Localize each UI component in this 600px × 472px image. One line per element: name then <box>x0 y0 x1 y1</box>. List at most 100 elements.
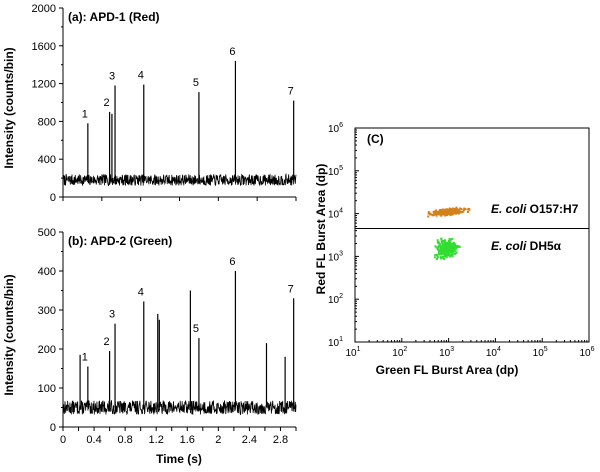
panel-c-point-o157 <box>443 211 446 214</box>
panel-c-point-dh5a <box>454 252 457 255</box>
panel-c-point-o157 <box>457 208 460 211</box>
panel-c-point-dh5a <box>446 243 449 246</box>
panel-a-peak-label-1: 1 <box>82 108 88 120</box>
panel-c-y-tick-exp: 6 <box>339 122 343 129</box>
panel-c-point-o157 <box>442 209 445 212</box>
panel-b-x-tick-label: 1.6 <box>180 434 195 446</box>
panel-c-point-dh5a <box>437 253 440 256</box>
panel-c-point-dh5a <box>450 248 453 251</box>
panel-c-point-o157 <box>435 214 438 217</box>
panel-c-point-dh5a <box>438 250 441 253</box>
panel-b-peak-label-2: 2 <box>104 336 110 348</box>
panel-b-x-tick-label: 0.8 <box>117 434 132 446</box>
panel-c-point-dh5a <box>452 244 455 247</box>
panel-c-y-tick-label: 104 <box>328 208 343 221</box>
panel-a-peak-label-6: 6 <box>229 46 235 58</box>
panel-a-axes: 0 400 800 1200 1600 2000 <box>32 3 297 204</box>
panel-c-point-o157 <box>458 210 461 213</box>
panel-c-x-tick-exp: 4 <box>497 346 501 353</box>
panel-c-point-o157 <box>452 211 455 214</box>
panel-c-point-dh5a <box>443 245 446 248</box>
panel-b-peak-label-3: 3 <box>109 309 115 321</box>
panel-c-point-dh5a <box>439 256 442 259</box>
panel-c-point-dh5a <box>449 251 452 254</box>
panel-c-point-dh5a <box>442 251 445 254</box>
panel-c-point-o157 <box>464 208 467 211</box>
panel-a-y-tick-label: 800 <box>38 116 56 128</box>
panel-c-point-o157 <box>444 214 447 217</box>
panel-c-point-o157 <box>451 207 454 210</box>
panel-c-y-tick-label: 102 <box>328 293 343 306</box>
panel-c-point-o157 <box>446 211 449 214</box>
panel-c-point-o157 <box>440 213 443 216</box>
panel-c-point-dh5a <box>455 247 458 250</box>
panel-c-x-tick-label: 103 <box>439 346 454 359</box>
panel-c-point-dh5a <box>433 256 436 259</box>
panel-b-peak-label-6: 6 <box>229 256 235 268</box>
panel-a-y-tick-label: 0 <box>50 192 56 204</box>
panel-c-point-o157 <box>451 213 454 216</box>
panel-b-y-tick-label: 0 <box>50 422 56 434</box>
panel-c-point-o157 <box>435 210 438 213</box>
panel-b-y-tick-label: 300 <box>38 305 56 317</box>
panel-c-x-tick-exp: 3 <box>450 346 454 353</box>
panel-c-point-dh5a <box>435 258 438 261</box>
panel-a-spikes: 1 2 3 4 5 6 7 <box>82 46 295 180</box>
panel-c-point-dh5a <box>446 252 449 255</box>
panel-c-title: (C) <box>367 132 384 146</box>
panel-b-peak-label-5: 5 <box>193 323 199 335</box>
panel-c-point-o157 <box>449 214 452 217</box>
panel-c-point-o157 <box>466 208 469 211</box>
panel-c-point-dh5a <box>442 246 445 249</box>
panel-b-x-tick-label: 1.2 <box>149 434 164 446</box>
panel-c-point-o157 <box>459 207 462 210</box>
panel-c-x-tick-label: 104 <box>486 346 501 359</box>
panel-c-point-o157 <box>438 210 441 213</box>
legend-o157-italic: E. coli <box>491 202 527 216</box>
panel-c-point-dh5a <box>436 256 439 259</box>
panel-c-point-o157 <box>448 207 451 210</box>
panel-c-x-tick-label: 101 <box>345 346 360 359</box>
panel-c-point-dh5a <box>451 255 454 258</box>
panel-a-noise-trace <box>62 173 297 187</box>
panel-c-y-tick-label: 103 <box>328 250 343 263</box>
panel-c-point-dh5a <box>449 245 452 248</box>
panel-c-point-o157 <box>436 211 439 214</box>
panel-b-noise-path <box>62 399 297 416</box>
panel-c-point-dh5a <box>449 242 452 245</box>
panel-c-point-dh5a <box>443 250 446 253</box>
panel-c-point-dh5a <box>435 253 438 256</box>
panel-c-x-tick-exp: 5 <box>544 346 548 353</box>
panel-b-peak-label-4: 4 <box>138 286 144 298</box>
legend-dh5a-italic: E. coli <box>491 239 527 253</box>
panel-c-point-dh5a <box>451 237 454 240</box>
legend-dh5a: E. coli DH5α <box>491 239 562 253</box>
legend-o157-rest: O157:H7 <box>526 202 578 216</box>
panel-b-y-tick-label: 200 <box>38 344 56 356</box>
panel-a-y-tick-label: 1200 <box>32 79 56 91</box>
panel-c-point-dh5a <box>440 247 443 250</box>
panel-c-point-dh5a <box>439 246 442 249</box>
panel-c-point-dh5a <box>458 246 461 249</box>
panel-c-point-dh5a <box>445 246 448 249</box>
panel-c-point-o157 <box>445 214 448 217</box>
panel-c-point-o157 <box>456 210 459 213</box>
panel-c-point-dh5a <box>451 249 454 252</box>
panel-b-y-axis-title: Intensity (counts/bin) <box>2 274 16 395</box>
panel-c-point-o157 <box>439 213 442 216</box>
panel-a-peak-label-5: 5 <box>193 77 199 89</box>
panel-c-point-dh5a <box>435 246 438 249</box>
panel-b-y-tick-label: 100 <box>38 383 56 395</box>
panel-c-point-o157 <box>440 210 443 213</box>
panel-c-point-dh5a <box>445 241 448 244</box>
panel-b-x-axis-title: Time (s) <box>156 452 202 466</box>
panel-c-point-o157 <box>451 210 454 213</box>
panel-c-point-o157 <box>444 208 447 211</box>
panel-c-point-o157 <box>450 212 453 215</box>
panel-a-y-tick-label: 400 <box>38 154 56 166</box>
panel-c-point-dh5a <box>448 255 451 258</box>
panel-c-point-o157 <box>441 211 444 214</box>
panel-c-y-axis-title: Red FL Burst Area (dp) <box>314 164 328 295</box>
